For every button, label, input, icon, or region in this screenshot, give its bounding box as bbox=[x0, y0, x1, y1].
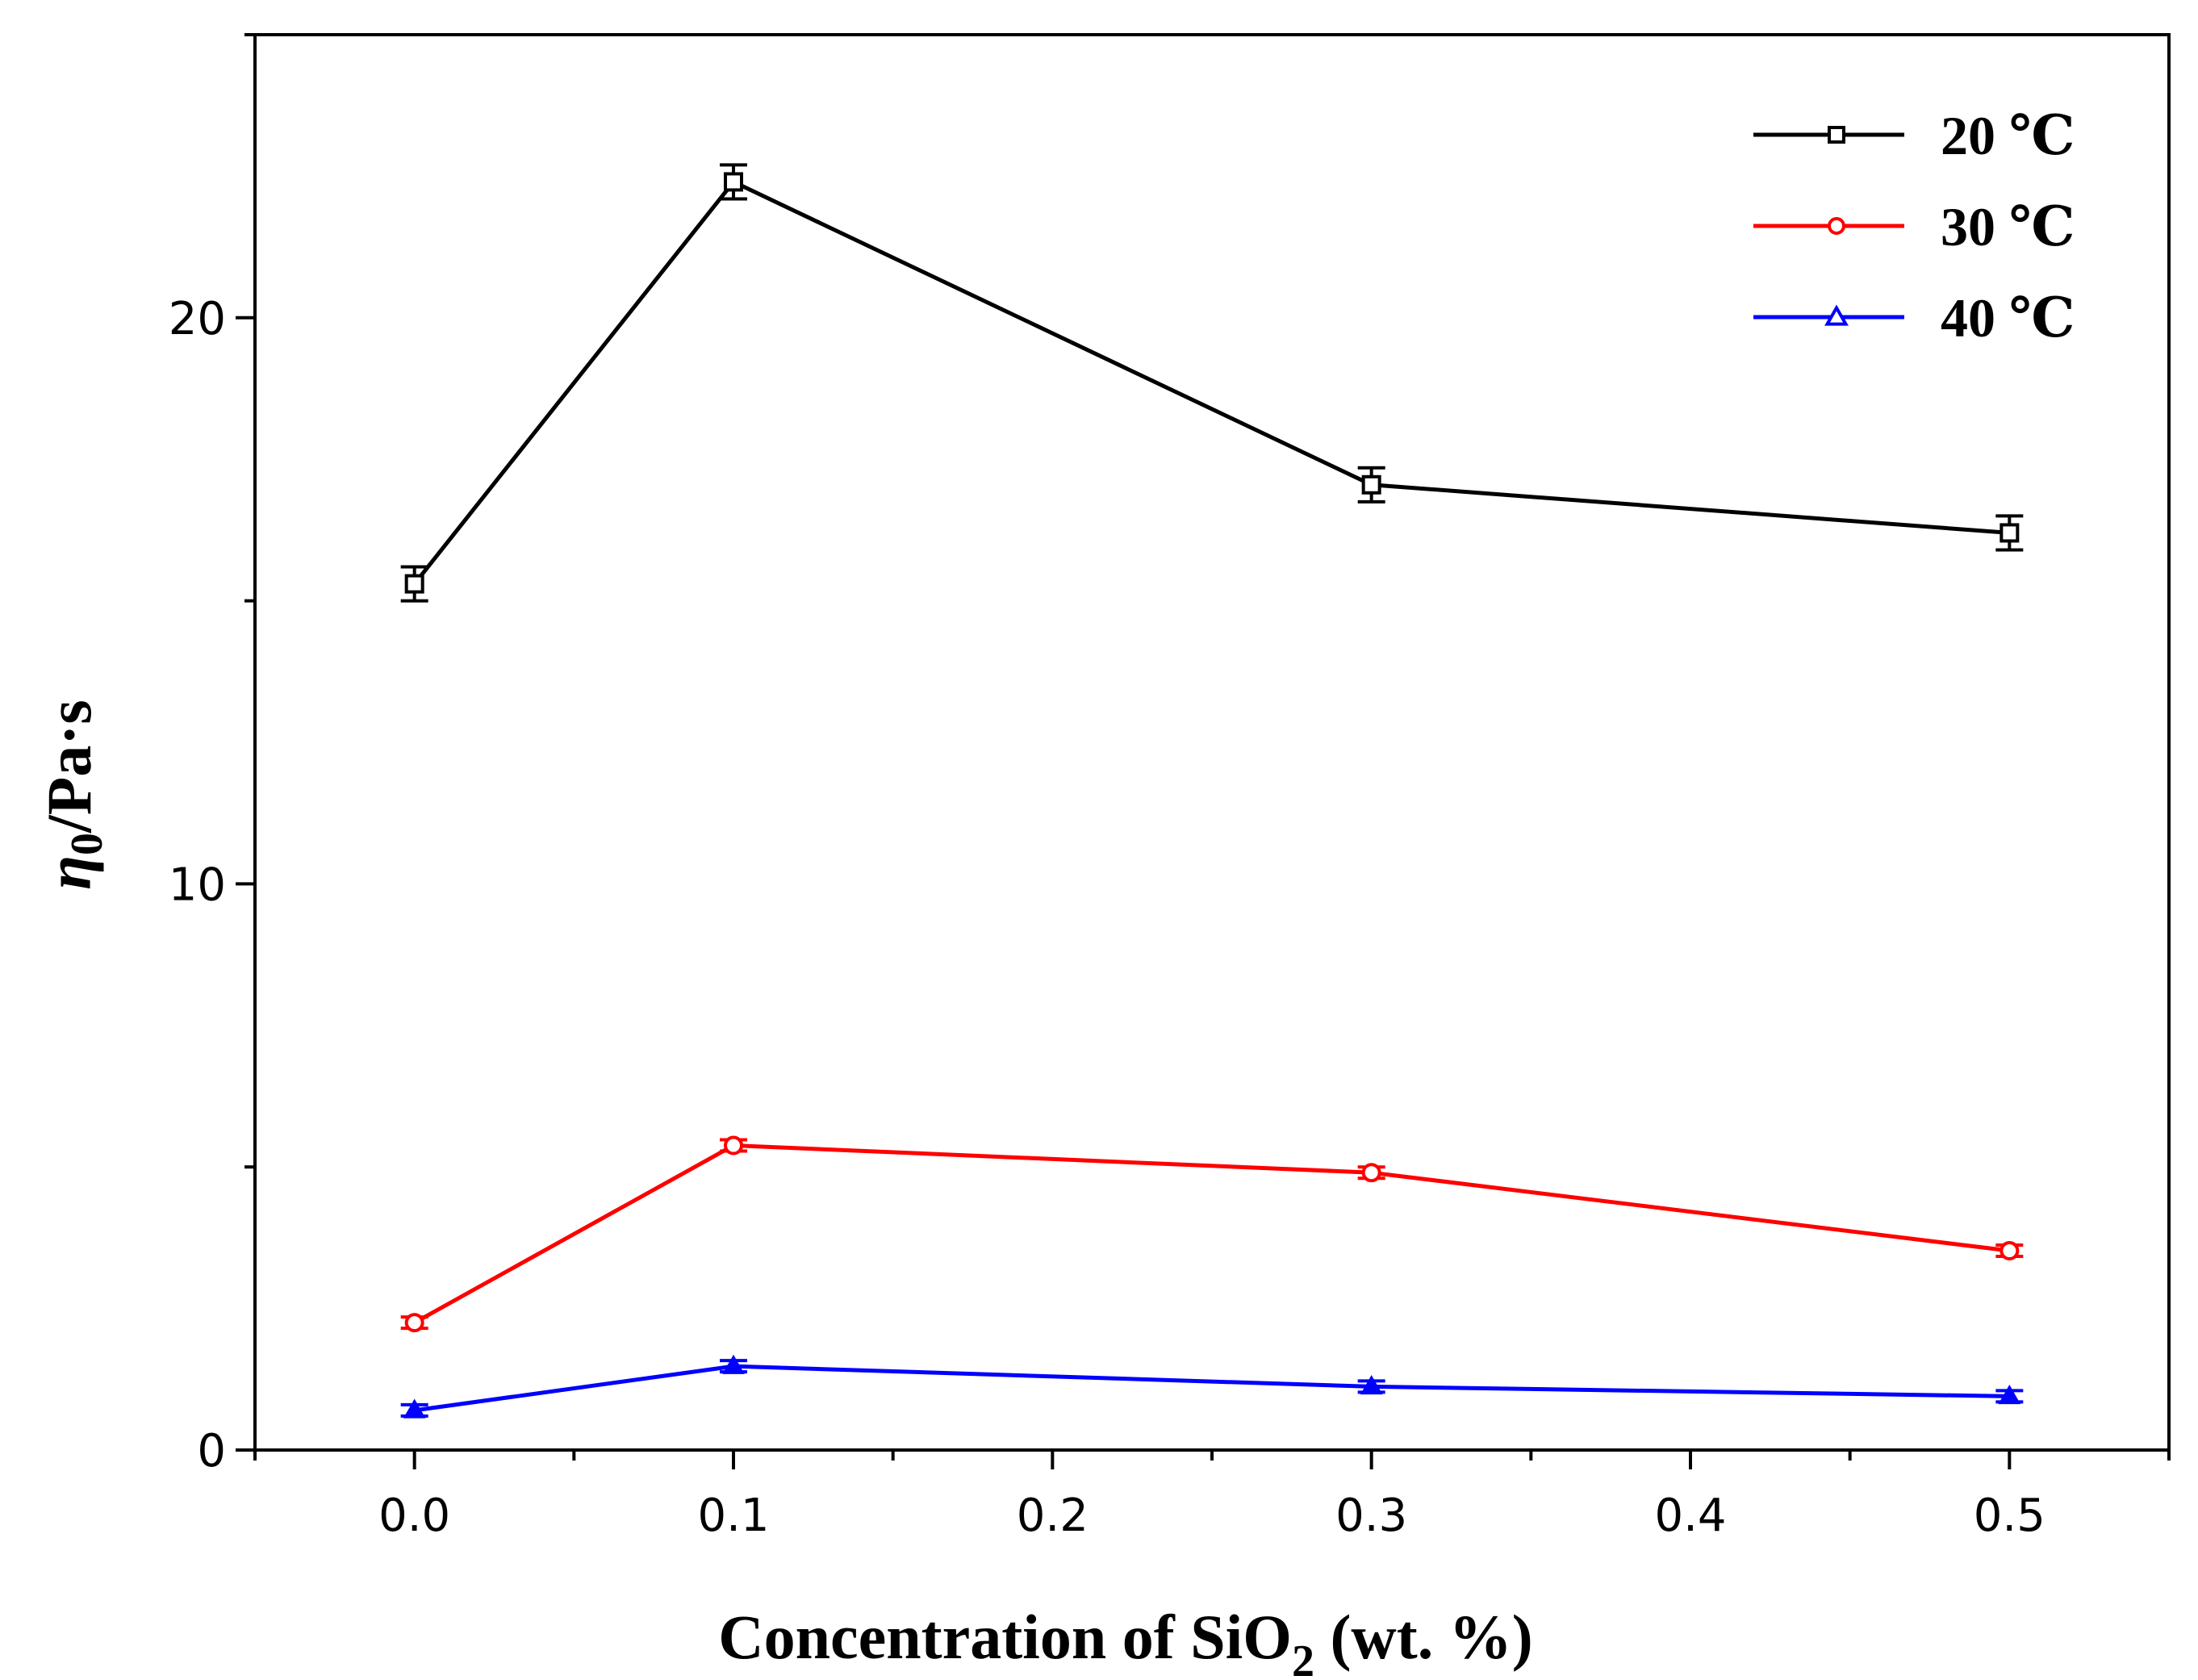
series-line bbox=[413, 1143, 2010, 1325]
data-point bbox=[404, 1313, 424, 1333]
y-axis-title: η0/Pa·s bbox=[34, 700, 112, 890]
legend-label: 30 ℃ bbox=[1941, 196, 2075, 257]
series-line bbox=[414, 1364, 2010, 1413]
x-tick-label: 0.4 bbox=[1654, 1490, 1726, 1542]
x-axis-title: Concentration of SiO2 (wt. %) bbox=[718, 1602, 1532, 1680]
axes: 0.0 0.1 0.2 0.3 0.4 0.5 0 10 20 bbox=[169, 33, 2171, 1542]
x-axis-title-main: Concentration of SiO bbox=[718, 1602, 1292, 1672]
legend-label: 40 ℃ bbox=[1941, 287, 2075, 349]
legend-marker bbox=[1824, 304, 1849, 326]
x-tick-label: 0.1 bbox=[697, 1490, 769, 1542]
data-point bbox=[1361, 474, 1381, 495]
y-tick-label: 10 bbox=[169, 859, 226, 911]
series-triangle bbox=[400, 1354, 2024, 1419]
x-tick-label: 0.2 bbox=[1017, 1490, 1089, 1542]
legend-entry: 30 ℃ bbox=[1753, 196, 2075, 257]
data-point bbox=[1361, 1163, 1381, 1183]
data-point bbox=[722, 1354, 745, 1374]
legend-label: 20 ℃ bbox=[1941, 105, 2075, 166]
series-line bbox=[412, 179, 2010, 586]
legend-entry: 40 ℃ bbox=[1753, 287, 2075, 349]
data-point bbox=[724, 1135, 743, 1156]
data-point bbox=[404, 574, 424, 594]
series-square bbox=[400, 163, 2024, 603]
y-axis-unit: /Pa·s bbox=[34, 700, 104, 834]
y-tick-label: 0 bbox=[197, 1425, 226, 1477]
y-axis-subscript: 0 bbox=[62, 833, 112, 855]
legend-marker bbox=[1828, 126, 1845, 144]
legend-marker bbox=[1828, 217, 1845, 235]
x-axis-title-tail: (wt. %) bbox=[1314, 1602, 1533, 1672]
x-tick-label: 0.3 bbox=[1335, 1490, 1407, 1542]
y-axis-symbol: η bbox=[34, 855, 104, 890]
x-tick-label: 0.5 bbox=[1974, 1490, 2045, 1542]
x-axis-title-subscript: 2 bbox=[1292, 1636, 1314, 1680]
y-tick-label: 20 bbox=[169, 293, 226, 345]
data-point bbox=[403, 1398, 426, 1419]
x-tick-label: 0.0 bbox=[378, 1490, 450, 1542]
series-layer bbox=[400, 163, 2024, 1419]
data-point bbox=[1998, 1384, 2021, 1405]
data-point bbox=[2000, 1241, 2020, 1261]
data-point bbox=[724, 172, 743, 192]
legend: 20 ℃ 30 ℃ 40 ℃ bbox=[1753, 105, 2075, 349]
data-point bbox=[1360, 1375, 1383, 1395]
legend-entry: 20 ℃ bbox=[1753, 105, 2075, 166]
series-circle bbox=[400, 1135, 2024, 1333]
data-point bbox=[2000, 523, 2020, 543]
